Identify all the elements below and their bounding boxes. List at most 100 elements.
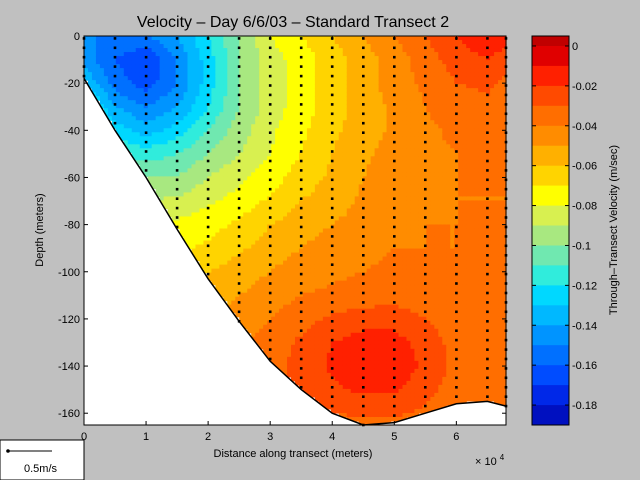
contour-cell: [271, 312, 276, 318]
contour-cell: [203, 60, 209, 65]
contour-cell: [131, 92, 137, 97]
contour-cell: [279, 36, 284, 41]
contour-cell: [211, 40, 216, 45]
contour-cell: [243, 188, 248, 193]
contour-cell: [247, 204, 252, 210]
contour-cell: [322, 192, 328, 198]
contour-cell: [203, 260, 209, 266]
contour-cell: [346, 132, 352, 137]
contour-cell: [275, 92, 280, 97]
contour-cell: [203, 116, 209, 121]
contour-cell: [358, 292, 364, 298]
contour-cell: [251, 84, 256, 89]
contour-cell: [334, 296, 340, 302]
contour-cell: [195, 220, 201, 226]
contour-cell: [291, 232, 296, 238]
contour-cell: [302, 184, 308, 189]
contour-cell: [326, 300, 332, 306]
contour-cell: [127, 76, 133, 81]
contour-cell: [298, 344, 304, 350]
contour-cell: [239, 220, 244, 226]
contour-cell: [334, 124, 340, 129]
contour-cell: [255, 244, 260, 250]
contour-cell: [175, 180, 181, 185]
contour-cell: [366, 148, 372, 153]
contour-cell: [322, 60, 328, 65]
contour-cell: [127, 36, 133, 41]
contour-cell: [155, 144, 161, 149]
contour-cell: [127, 52, 133, 57]
contour-cell: [223, 144, 228, 149]
contour-cell: [211, 44, 216, 49]
contour-cell: [151, 168, 157, 173]
contour-cell: [366, 156, 372, 161]
contour-cell: [298, 208, 304, 214]
contour-cell: [378, 80, 384, 85]
contour-cell: [287, 40, 292, 45]
contour-cell: [382, 404, 388, 410]
contour-cell: [382, 168, 388, 173]
contour-cell: [295, 132, 300, 137]
contour-cell: [330, 76, 336, 81]
contour-cell: [223, 260, 228, 266]
contour-cell: [382, 372, 388, 378]
contour-cell: [287, 328, 292, 334]
contour-cell: [310, 256, 316, 262]
contour-cell: [271, 84, 276, 89]
contour-cell: [195, 164, 201, 169]
contour-cell: [231, 96, 236, 101]
contour-cell: [295, 120, 300, 125]
contour-cell: [275, 52, 280, 57]
contour-cell: [334, 292, 340, 298]
contour-cell: [362, 100, 368, 105]
contour-cell: [151, 52, 157, 57]
contour-cell: [354, 116, 360, 121]
contour-cell: [163, 188, 169, 193]
contour-cell: [338, 360, 344, 366]
contour-cell: [310, 148, 316, 153]
contour-cell: [275, 260, 280, 266]
contour-cell: [211, 160, 216, 165]
contour-cell: [314, 48, 320, 53]
contour-cell: [243, 60, 248, 65]
contour-cell: [291, 236, 296, 242]
contour-cell: [207, 208, 212, 214]
contour-cell: [330, 288, 336, 294]
contour-cell: [302, 232, 308, 238]
contour-cell: [350, 256, 356, 262]
contour-cell: [287, 60, 292, 65]
contour-cell: [318, 324, 324, 330]
contour-cell: [370, 148, 376, 153]
contour-cell: [275, 64, 280, 69]
contour-cell: [350, 364, 356, 370]
contour-cell: [322, 308, 328, 314]
contour-cell: [283, 316, 288, 322]
contour-cell: [255, 276, 260, 282]
contour-cell: [370, 92, 376, 97]
contour-cell: [350, 328, 356, 334]
contour-cell: [326, 404, 332, 410]
contour-cell: [354, 396, 360, 402]
contour-cell: [326, 228, 332, 234]
contour-cell: [366, 176, 372, 181]
contour-cell: [207, 36, 212, 41]
contour-cell: [298, 136, 304, 141]
contour-cell: [147, 176, 153, 181]
contour-cell: [275, 280, 280, 286]
contour-cell: [386, 244, 392, 250]
contour-cell: [259, 236, 264, 242]
contour-cell: [239, 160, 244, 165]
contour-cell: [322, 388, 328, 394]
contour-cell: [346, 116, 352, 121]
contour-cell: [275, 216, 280, 222]
contour-cell: [382, 216, 388, 222]
contour-cell: [306, 240, 312, 246]
contour-cell: [179, 228, 185, 234]
contour-cell: [271, 340, 276, 346]
contour-cell: [330, 232, 336, 238]
contour-cell: [175, 76, 181, 81]
contour-cell: [271, 172, 276, 177]
contour-cell: [239, 172, 244, 177]
contour-cell: [267, 240, 272, 246]
contour-cell: [370, 84, 376, 89]
